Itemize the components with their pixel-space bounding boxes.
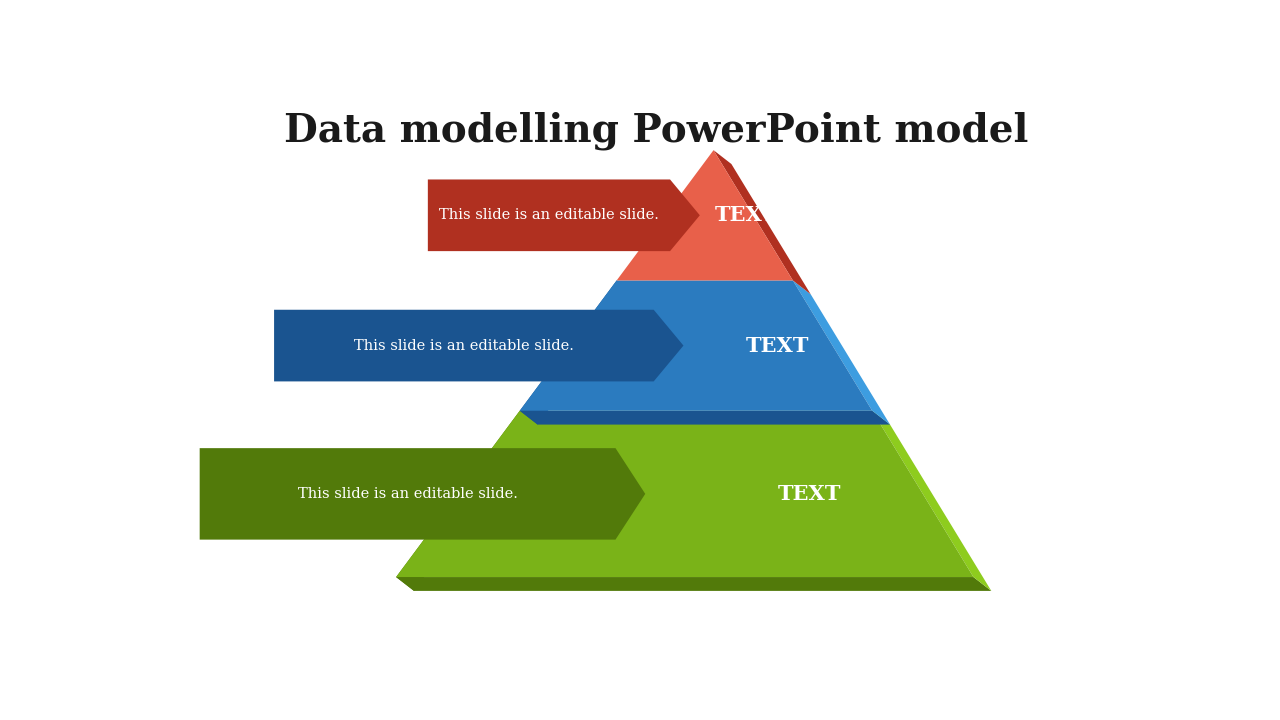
Polygon shape: [520, 410, 890, 425]
Polygon shape: [428, 179, 700, 251]
Text: Data modelling PowerPoint model: Data modelling PowerPoint model: [284, 112, 1028, 150]
Polygon shape: [520, 280, 635, 425]
Polygon shape: [617, 150, 792, 280]
Polygon shape: [200, 448, 645, 539]
Polygon shape: [520, 280, 872, 410]
Polygon shape: [713, 150, 810, 294]
Polygon shape: [792, 280, 890, 425]
Polygon shape: [396, 410, 538, 591]
Text: TEXT: TEXT: [746, 336, 809, 356]
Text: This slide is an editable slide.: This slide is an editable slide.: [439, 208, 659, 222]
Text: This slide is an editable slide.: This slide is an editable slide.: [298, 487, 517, 501]
Text: TEXT: TEXT: [714, 205, 778, 225]
Polygon shape: [872, 410, 991, 591]
Polygon shape: [396, 577, 991, 591]
Polygon shape: [396, 410, 973, 577]
Polygon shape: [274, 310, 684, 382]
Text: This slide is an editable slide.: This slide is an editable slide.: [355, 338, 573, 353]
Text: TEXT: TEXT: [777, 484, 841, 504]
